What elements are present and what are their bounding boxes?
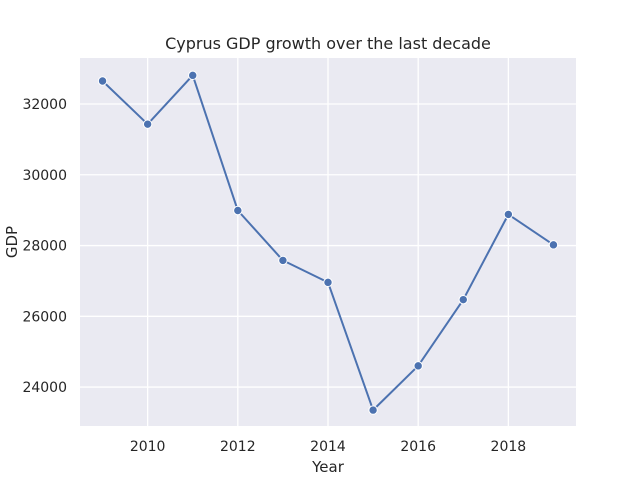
data-point — [143, 120, 151, 128]
data-point — [189, 71, 197, 79]
y-axis-title: GDP — [3, 226, 21, 258]
y-tick-label: 24000 — [22, 380, 67, 396]
data-point — [279, 256, 287, 264]
data-point — [369, 406, 377, 414]
data-point — [504, 210, 512, 218]
x-axis-title: Year — [311, 458, 345, 476]
data-point — [414, 362, 422, 370]
x-tick-label: 2016 — [400, 439, 436, 455]
data-point — [324, 278, 332, 286]
data-point — [98, 77, 106, 85]
data-point — [549, 241, 557, 249]
y-tick-label: 32000 — [22, 97, 67, 113]
x-tick-label: 2018 — [491, 439, 527, 455]
x-tick-label: 2010 — [130, 439, 166, 455]
x-tick-label: 2014 — [310, 439, 346, 455]
y-tick-label: 26000 — [22, 309, 67, 325]
y-tick-label: 30000 — [22, 168, 67, 184]
chart-title: Cyprus GDP growth over the last decade — [165, 34, 491, 53]
y-tick-label: 28000 — [22, 239, 67, 255]
data-point — [459, 295, 467, 303]
data-point — [234, 206, 242, 214]
x-tick-label: 2012 — [220, 439, 256, 455]
